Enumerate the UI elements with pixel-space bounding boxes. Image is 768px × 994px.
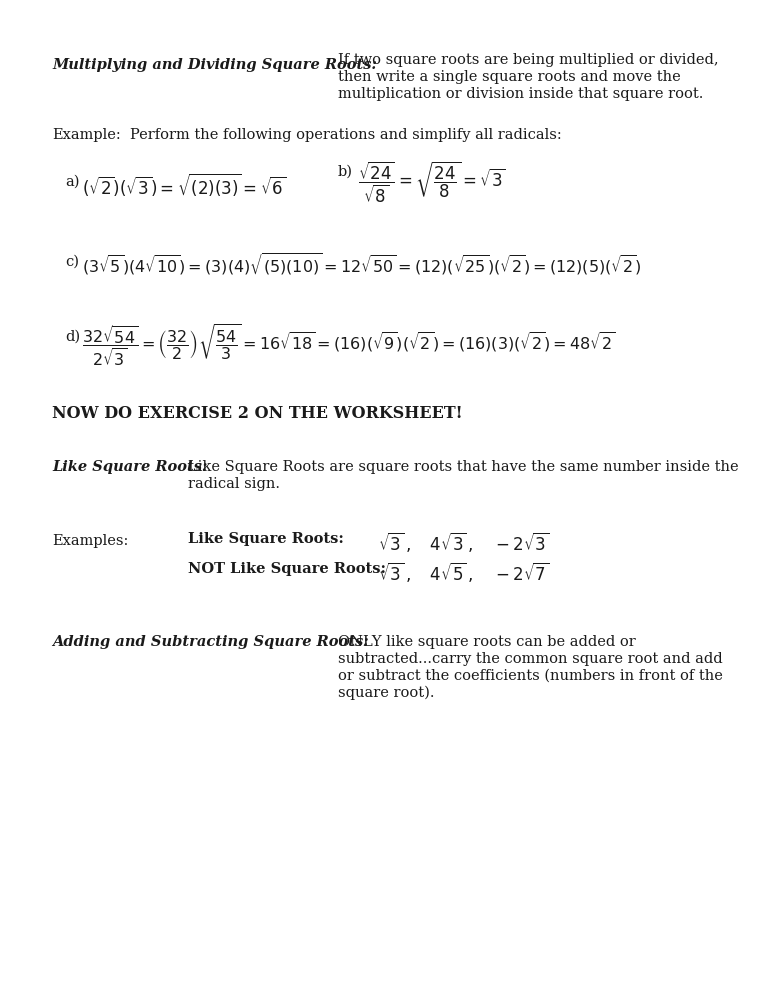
Text: NOT Like Square Roots:: NOT Like Square Roots: xyxy=(188,562,386,576)
Text: NOW DO EXERCISE 2 ON THE WORKSHEET!: NOW DO EXERCISE 2 ON THE WORKSHEET! xyxy=(52,405,462,422)
Text: c): c) xyxy=(65,255,79,269)
Text: or subtract the coefficients (numbers in front of the: or subtract the coefficients (numbers in… xyxy=(338,669,723,683)
Text: Example:: Example: xyxy=(52,128,121,142)
Text: Multiplying and Dividing Square Roots:: Multiplying and Dividing Square Roots: xyxy=(52,58,377,72)
Text: multiplication or division inside that square root.: multiplication or division inside that s… xyxy=(338,87,703,101)
Text: Like Square Roots:: Like Square Roots: xyxy=(188,532,344,546)
Text: subtracted...carry the common square root and add: subtracted...carry the common square roo… xyxy=(338,652,723,666)
Text: $\dfrac{\sqrt{24}}{\sqrt{8}}=\sqrt{\dfrac{24}{8}}=\sqrt{3}$: $\dfrac{\sqrt{24}}{\sqrt{8}}=\sqrt{\dfra… xyxy=(358,160,506,206)
Text: radical sign.: radical sign. xyxy=(188,477,280,491)
Text: ONLY like square roots can be added or: ONLY like square roots can be added or xyxy=(338,635,636,649)
Text: Examples:: Examples: xyxy=(52,534,128,548)
Text: $(\sqrt{2})(\sqrt{3})=\sqrt{(2)(3)}=\sqrt{6}$: $(\sqrt{2})(\sqrt{3})=\sqrt{(2)(3)}=\sqr… xyxy=(82,172,286,199)
Text: b): b) xyxy=(338,165,353,179)
Text: then write a single square roots and move the: then write a single square roots and mov… xyxy=(338,70,680,84)
Text: $\sqrt{3}\,,\quad 4\sqrt{3}\,,\quad -2\sqrt{3}$: $\sqrt{3}\,,\quad 4\sqrt{3}\,,\quad -2\s… xyxy=(378,530,550,554)
Text: Like Square Roots:: Like Square Roots: xyxy=(52,460,207,474)
Text: $(3\sqrt{5})(4\sqrt{10})=(3)(4)\sqrt{(5)(10)}=12\sqrt{50}=(12)(\sqrt{25})(\sqrt{: $(3\sqrt{5})(4\sqrt{10})=(3)(4)\sqrt{(5)… xyxy=(82,252,641,278)
Text: Perform the following operations and simplify all radicals:: Perform the following operations and sim… xyxy=(130,128,561,142)
Text: a): a) xyxy=(65,175,80,189)
Text: square root).: square root). xyxy=(338,686,435,701)
Text: $\sqrt{3}\,,\quad 4\sqrt{5}\,,\quad -2\sqrt{7}$: $\sqrt{3}\,,\quad 4\sqrt{5}\,,\quad -2\s… xyxy=(378,560,550,584)
Text: d): d) xyxy=(65,330,80,344)
Text: Like Square Roots are square roots that have the same number inside the: Like Square Roots are square roots that … xyxy=(188,460,739,474)
Text: $\dfrac{32\sqrt{54}}{2\sqrt{3}}=\left(\dfrac{32}{2}\right)\sqrt{\dfrac{54}{3}}=1: $\dfrac{32\sqrt{54}}{2\sqrt{3}}=\left(\d… xyxy=(82,322,615,368)
Text: If two square roots are being multiplied or divided,: If two square roots are being multiplied… xyxy=(338,53,719,67)
Text: Adding and Subtracting Square Roots:: Adding and Subtracting Square Roots: xyxy=(52,635,369,649)
